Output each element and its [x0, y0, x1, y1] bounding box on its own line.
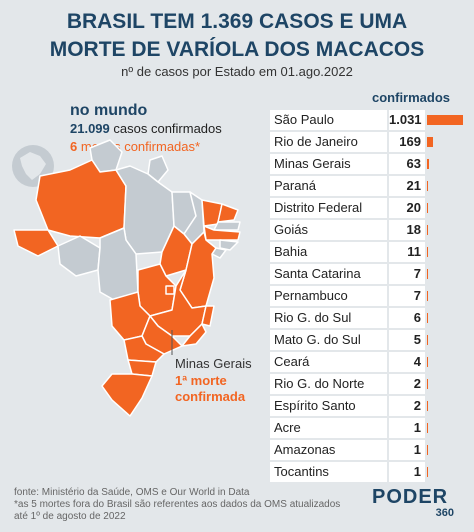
logo-name: PODER — [372, 486, 449, 508]
state-name: Amazonas — [270, 440, 387, 460]
subtitle: nº de casos por Estado em 01.ago.2022 — [121, 64, 353, 79]
table-row: Rio G. do Sul 6 — [270, 308, 456, 329]
case-count: 63 — [389, 154, 425, 174]
state-name: São Paulo — [270, 110, 387, 130]
case-count: 7 — [389, 264, 425, 284]
world-cases: 21.099 casos confirmados — [70, 120, 222, 138]
state-acre — [13, 229, 59, 257]
brazil-map — [12, 139, 241, 417]
state-name: Distrito Federal — [270, 198, 387, 218]
table-row: Pernambuco 7 — [270, 286, 456, 307]
state-name: Minas Gerais — [270, 154, 387, 174]
logo: PODER 360 — [372, 487, 454, 519]
table-row: Mato G. do Sul 5 — [270, 330, 456, 351]
state-name: Bahia — [270, 242, 387, 262]
table-row: Rio G. do Norte 2 — [270, 374, 456, 395]
column-header: confirmados — [372, 90, 451, 105]
case-count: 1 — [389, 462, 425, 482]
case-bar — [427, 335, 428, 345]
state-name: Paraná — [270, 176, 387, 196]
case-bar — [427, 115, 463, 125]
case-bar — [427, 159, 429, 169]
table-row: Paraná 21 — [270, 176, 456, 197]
case-bar — [427, 203, 428, 213]
case-bar — [427, 137, 433, 147]
case-bar — [427, 401, 428, 411]
table-row: Bahia 11 — [270, 242, 456, 263]
table-row: Rio de Janeiro 169 — [270, 132, 456, 153]
cases-table: São Paulo 1.031 Rio de Janeiro 169 Minas Ger… — [270, 110, 463, 484]
world-cases-value: 21.099 — [70, 121, 110, 136]
state-rio-de-janeiro — [181, 323, 207, 347]
case-bar — [427, 225, 428, 235]
case-count: 21 — [389, 176, 425, 196]
table-row: Tocantins 1 — [270, 462, 456, 483]
footer-source: fonte: Ministério da Saúde, OMS e Our Wo… — [14, 487, 250, 498]
table-row: Acre 1 — [270, 418, 456, 439]
map-annotation-state: Minas Gerais — [175, 356, 252, 371]
state-name: Mato G. do Sul — [270, 330, 387, 350]
case-count: 18 — [389, 220, 425, 240]
case-count: 5 — [389, 330, 425, 350]
footer-note: *as 5 mortes fora do Brasil são referent… — [14, 499, 341, 510]
state-name: Ceará — [270, 352, 387, 372]
case-bar — [427, 181, 428, 191]
case-bar — [427, 357, 428, 367]
case-bar — [427, 379, 428, 389]
world-deaths-value: 6 — [70, 139, 78, 154]
state-name: Goiás — [270, 220, 387, 240]
case-bar — [427, 269, 428, 279]
case-bar — [427, 313, 428, 323]
table-row: Goiás 18 — [270, 220, 456, 241]
state-rio-grande-do-norte — [217, 203, 239, 223]
case-count: 20 — [389, 198, 425, 218]
case-count: 6 — [389, 308, 425, 328]
table-row: Espírito Santo 2 — [270, 396, 456, 417]
state-name: Rio de Janeiro — [270, 132, 387, 152]
table-row: Amazonas 1 — [270, 440, 456, 461]
table-row: Distrito Federal 20 — [270, 198, 456, 219]
state-name: Espírito Santo — [270, 396, 387, 416]
map-annotation-death: 1ª morte confirmada — [175, 373, 246, 404]
case-bar — [427, 291, 428, 301]
state-paraiba — [213, 221, 241, 231]
page-title-line-1: BRASIL TEM 1.369 CASOS E UMA — [66, 10, 408, 33]
case-bar — [427, 247, 428, 257]
logo-number: 360 — [435, 507, 454, 519]
case-count: 1 — [389, 440, 425, 460]
state-rio-grande-do-sul — [101, 373, 153, 417]
footer-note-date: até 1º de agosto de 2022 — [14, 511, 126, 522]
case-bar — [427, 445, 428, 455]
footer: fonte: Ministério da Saúde, OMS e Our Wo… — [14, 487, 354, 523]
state-name: Rio G. do Sul — [270, 308, 387, 328]
state-name: Tocantins — [270, 462, 387, 482]
case-count: 169 — [389, 132, 425, 152]
table-row: Minas Gerais 63 — [270, 154, 456, 175]
case-count: 7 — [389, 286, 425, 306]
case-count: 2 — [389, 396, 425, 416]
case-count: 4 — [389, 352, 425, 372]
state-name: Acre — [270, 418, 387, 438]
state-alagoas — [219, 239, 239, 251]
table-row: São Paulo 1.031 — [270, 110, 463, 131]
state-name: Pernambuco — [270, 286, 387, 306]
page-title-line-2: MORTE DE VARÍOLA DOS MACACOS — [49, 38, 425, 61]
case-count: 11 — [389, 242, 425, 262]
world-cases-text: casos confirmados — [113, 121, 222, 136]
state-espirito-santo — [201, 305, 215, 327]
table-row: Ceará 4 — [270, 352, 456, 373]
case-bar — [427, 423, 428, 433]
world-heading: no mundo — [70, 102, 148, 119]
state-rondonia — [57, 235, 101, 277]
case-count: 1 — [389, 418, 425, 438]
case-bar — [427, 467, 428, 477]
table-row: Santa Catarina 7 — [270, 264, 456, 285]
state-name: Santa Catarina — [270, 264, 387, 284]
case-count: 2 — [389, 374, 425, 394]
state-amapa — [147, 155, 169, 183]
case-count: 1.031 — [389, 110, 425, 130]
state-name: Rio G. do Norte — [270, 374, 387, 394]
state-distrito-federal — [165, 285, 175, 295]
